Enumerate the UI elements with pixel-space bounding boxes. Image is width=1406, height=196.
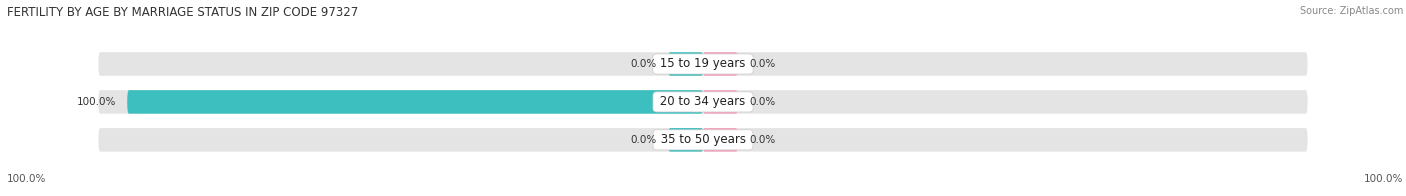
- FancyBboxPatch shape: [98, 90, 1308, 114]
- FancyBboxPatch shape: [703, 90, 738, 114]
- FancyBboxPatch shape: [127, 90, 703, 114]
- Text: Source: ZipAtlas.com: Source: ZipAtlas.com: [1299, 6, 1403, 16]
- Text: 0.0%: 0.0%: [749, 59, 775, 69]
- Text: 20 to 34 years: 20 to 34 years: [657, 95, 749, 108]
- FancyBboxPatch shape: [703, 128, 738, 152]
- Text: 15 to 19 years: 15 to 19 years: [657, 57, 749, 71]
- FancyBboxPatch shape: [668, 52, 703, 76]
- Text: 100.0%: 100.0%: [76, 97, 115, 107]
- FancyBboxPatch shape: [98, 52, 1308, 76]
- FancyBboxPatch shape: [668, 128, 703, 152]
- Text: 100.0%: 100.0%: [7, 174, 46, 184]
- Text: 0.0%: 0.0%: [631, 59, 657, 69]
- FancyBboxPatch shape: [703, 52, 738, 76]
- Text: 0.0%: 0.0%: [631, 135, 657, 145]
- Text: 35 to 50 years: 35 to 50 years: [657, 133, 749, 146]
- Text: FERTILITY BY AGE BY MARRIAGE STATUS IN ZIP CODE 97327: FERTILITY BY AGE BY MARRIAGE STATUS IN Z…: [7, 6, 359, 19]
- Text: 0.0%: 0.0%: [749, 135, 775, 145]
- Text: 100.0%: 100.0%: [1364, 174, 1403, 184]
- Text: 0.0%: 0.0%: [749, 97, 775, 107]
- FancyBboxPatch shape: [98, 128, 1308, 152]
